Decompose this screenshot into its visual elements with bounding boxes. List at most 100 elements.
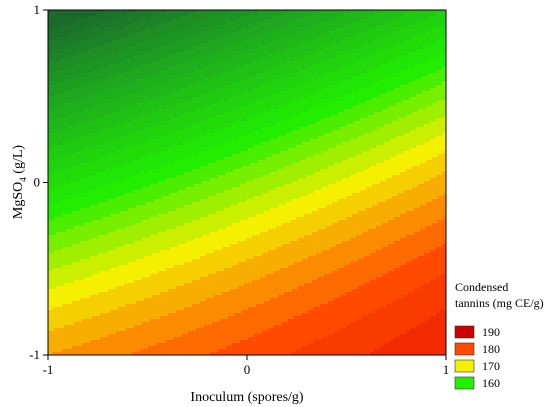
- contour-band-cell: [106, 127, 147, 131]
- contour-band-cell: [386, 199, 433, 203]
- contour-band-cell: [126, 58, 161, 62]
- contour-band-cell: [418, 109, 446, 113]
- contour-band-cell: [184, 205, 231, 209]
- contour-band-cell: [242, 40, 275, 44]
- contour-band-cell: [60, 199, 109, 203]
- contour-band-cell: [48, 193, 79, 197]
- contour-band-cell: [176, 130, 215, 134]
- contour-band-cell: [124, 244, 179, 248]
- contour-band-cell: [422, 91, 446, 95]
- contour-band-cell: [242, 52, 277, 56]
- contour-band-cell: [290, 220, 339, 224]
- contour-band-cell: [210, 64, 245, 68]
- contour-band-cell: [138, 31, 171, 35]
- contour-band-cell: [308, 109, 345, 113]
- contour-band-cell: [366, 16, 399, 20]
- contour-band-cell: [100, 103, 139, 107]
- contour-band-cell: [48, 325, 65, 329]
- contour-band-cell: [292, 115, 331, 119]
- contour-band-cell: [376, 250, 431, 254]
- contour-band-cell: [414, 208, 446, 212]
- contour-band-cell: [304, 214, 353, 218]
- contour-band-cell: [48, 268, 53, 272]
- contour-band-cell: [282, 223, 333, 227]
- contour-band-cell: [202, 235, 253, 239]
- contour-band-cell: [48, 343, 83, 347]
- contour-band-cell: [124, 121, 163, 125]
- contour-band-cell: [292, 100, 331, 104]
- contour-band-cell: [308, 94, 345, 98]
- contour-band-cell: [266, 157, 307, 161]
- contour-band-cell: [392, 301, 446, 305]
- contour-band-cell: [178, 76, 213, 80]
- contour-band-cell: [388, 244, 443, 248]
- contour-band-cell: [98, 130, 137, 134]
- contour-band-cell: [94, 145, 135, 149]
- contour-band-cell: [328, 334, 401, 338]
- contour-band-cell: [98, 253, 153, 257]
- contour-band-cell: [144, 298, 207, 302]
- contour-band-cell: [48, 133, 51, 137]
- contour-band-cell: [110, 139, 151, 143]
- contour-band-cell: [48, 139, 71, 143]
- contour-band-cell: [330, 247, 383, 251]
- contour-band-cell: [174, 160, 217, 164]
- contour-band-cell: [256, 73, 291, 77]
- contour-band-cell: [436, 118, 446, 122]
- contour-band-cell: [396, 298, 446, 302]
- contour-band-cell: [346, 124, 385, 128]
- contour-band-cell: [350, 10, 383, 14]
- contour-band-cell: [90, 256, 145, 260]
- contour-band-cell: [100, 91, 137, 95]
- contour-band-cell: [60, 58, 93, 62]
- contour-band-cell: [144, 40, 179, 44]
- contour-band-cell: [298, 238, 351, 242]
- contour-band-cell: [290, 34, 323, 38]
- contour-band-cell: [224, 85, 261, 89]
- contour-band-cell: [384, 343, 446, 347]
- contour-band-cell: [54, 217, 103, 221]
- contour-band-cell: [114, 28, 147, 32]
- contour-band-cell: [438, 100, 446, 104]
- contour-band-cell: [390, 19, 423, 23]
- contour-band-cell: [72, 88, 109, 92]
- contour-band-cell: [414, 22, 446, 26]
- contour-band-cell: [320, 22, 353, 26]
- contour-band-cell: [368, 313, 437, 317]
- contour-band-cell: [76, 124, 117, 128]
- contour-band-cell: [324, 274, 383, 278]
- contour-band-cell: [144, 76, 179, 80]
- contour-band-cell: [184, 49, 219, 53]
- contour-band-cell: [96, 13, 127, 17]
- contour-band-cell: [124, 193, 171, 197]
- contour-band-cell: [364, 283, 425, 287]
- contour-band-cell: [424, 124, 446, 128]
- contour-band-cell: [208, 274, 267, 278]
- y-axis-label-unit: (g/L): [11, 145, 26, 178]
- contour-band-cell: [408, 82, 443, 86]
- contour-band-cell: [238, 241, 291, 245]
- contour-band-cell: [86, 49, 119, 53]
- contour-band-cell: [176, 226, 227, 230]
- contour-band-cell: [264, 211, 313, 215]
- contour-band-cell: [210, 40, 243, 44]
- contour-band-cell: [290, 10, 321, 14]
- contour-band-cell: [48, 115, 67, 119]
- legend-title-line-2: tannins (mg CE/g): [455, 296, 544, 310]
- contour-band-cell: [230, 124, 271, 128]
- contour-band-cell: [312, 13, 343, 17]
- contour-band-cell: [314, 106, 353, 110]
- contour-band-cell: [186, 241, 239, 245]
- contour-band-cell: [52, 187, 97, 191]
- contour-band-cell: [270, 67, 307, 71]
- contour-band-cell: [354, 121, 393, 125]
- contour-band-cell: [56, 70, 93, 74]
- contour-band-cell: [322, 88, 359, 92]
- contour-band-cell: [370, 166, 413, 170]
- contour-band-cell: [48, 10, 105, 14]
- contour-band-cell: [408, 52, 443, 56]
- contour-band-cell: [416, 94, 446, 98]
- contour-band-cell: [312, 25, 345, 29]
- contour-band-cell: [158, 109, 197, 113]
- contour-band-cell: [84, 277, 143, 281]
